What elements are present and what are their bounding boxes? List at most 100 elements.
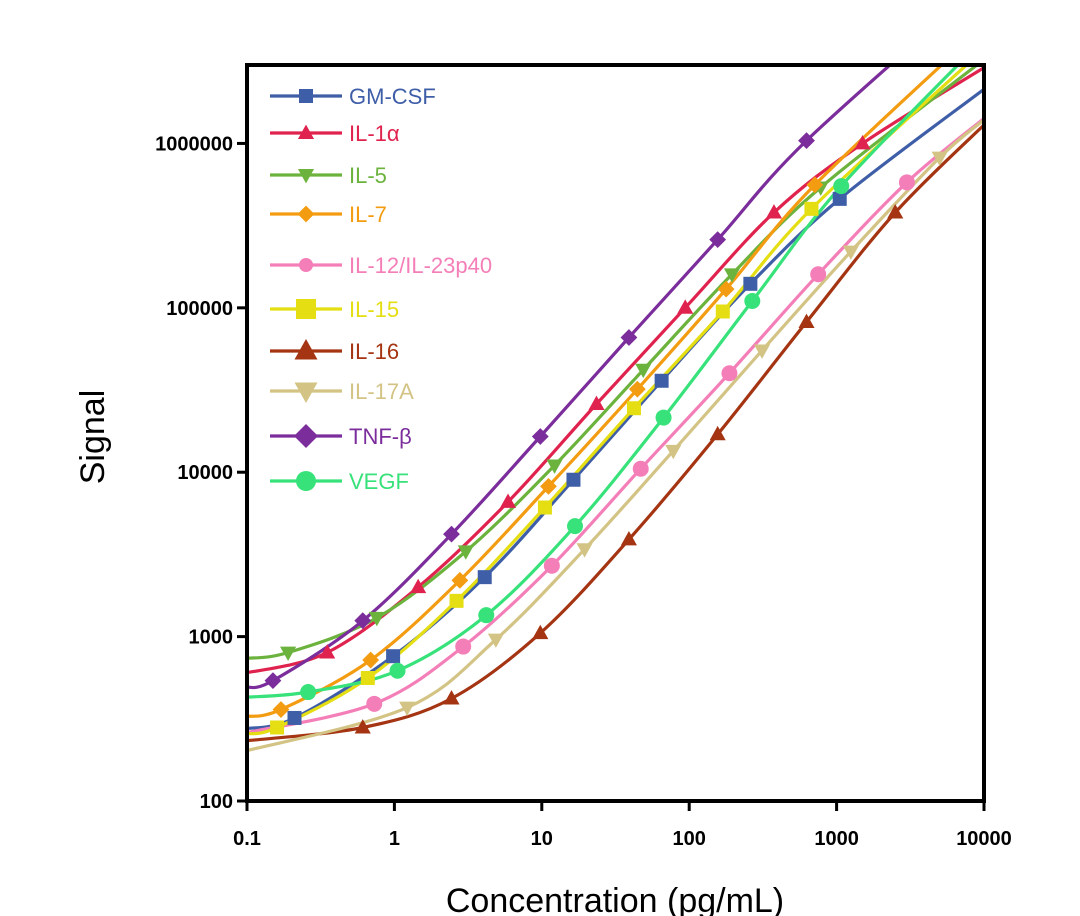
point-il-16-3 [620, 531, 637, 546]
point-vegf-6 [833, 178, 850, 195]
curve-il-17a [247, 117, 984, 753]
curve-il-1 [247, 65, 984, 675]
point-il-7-3 [540, 477, 557, 495]
point-vegf-1 [389, 662, 406, 679]
point-il-15-5 [715, 304, 730, 319]
point-tnf-4 [620, 329, 638, 346]
point-il-1-2 [499, 493, 517, 508]
legend-marker [294, 382, 318, 403]
legend-label: IL-17A [349, 379, 414, 404]
point-il-5-4 [635, 363, 652, 379]
point-il-16-0 [354, 719, 371, 734]
x-tick-label: 0.1 [233, 828, 261, 850]
x-tick-label: 10000 [956, 828, 1012, 850]
point-il-16-5 [798, 313, 815, 328]
point-il-17a-6 [931, 151, 948, 167]
point-il-17a-4 [753, 344, 771, 359]
x-tick-label: 1000 [814, 828, 859, 850]
point-il-12-il-23p40-6 [898, 174, 915, 191]
point-il-5-2 [457, 545, 474, 560]
point-il-16-4 [709, 425, 726, 441]
legend-item-vegf: VEGF [270, 469, 409, 494]
legend-label: TNF-β [349, 424, 412, 449]
plot-frame [245, 63, 986, 803]
point-il-15-1 [360, 671, 375, 686]
point-gm-csf-3 [566, 472, 581, 487]
point-tnf-0 [264, 672, 282, 690]
point-tnf-3 [531, 428, 549, 445]
curve-gm-csf [247, 87, 984, 731]
legend-marker [297, 169, 315, 184]
point-gm-csf-0 [287, 710, 302, 725]
point-il-17a-1 [487, 633, 504, 648]
point-tnf-1 [354, 612, 372, 630]
point-il-12-il-23p40-0 [366, 695, 383, 712]
legend-marker [299, 258, 313, 272]
point-gm-csf-5 [743, 276, 758, 291]
legend-item-il-5: IL-5 [270, 163, 387, 188]
point-il-7-0 [272, 701, 290, 718]
point-il-12-il-23p40-5 [810, 266, 827, 283]
legend-label: IL-7 [349, 202, 387, 227]
point-il-7-2 [451, 571, 469, 589]
legend-marker [296, 299, 316, 319]
point-tnf-6 [798, 132, 815, 150]
legend-label: VEGF [349, 469, 409, 494]
y-tick-label: 1000000 [155, 133, 233, 155]
y-axis-title: Signal [74, 390, 112, 485]
point-il-16-6 [887, 204, 904, 219]
point-il-15-2 [449, 593, 464, 608]
legend-item-il-16: IL-16 [270, 339, 399, 364]
y-tick-label: 1000 [189, 627, 234, 649]
point-il-1-6 [854, 135, 871, 150]
point-il-7-4 [628, 380, 646, 398]
point-il-16-1 [443, 690, 460, 705]
point-vegf-4 [655, 409, 672, 426]
y-axis: 100 1000 10000 100000 1000000 [155, 133, 247, 813]
y-tick-label: 100000 [166, 298, 233, 320]
point-il-5-3 [546, 459, 563, 474]
legend-item-gm-csf: GM-CSF [270, 84, 436, 109]
legend-label: IL-16 [349, 339, 399, 364]
legend-marker [297, 205, 315, 223]
point-il-16-2 [532, 624, 549, 640]
point-vegf-5 [744, 293, 761, 310]
legend-label: IL-15 [349, 297, 399, 322]
y-tick-label: 10000 [177, 462, 233, 484]
point-gm-csf-1 [386, 649, 401, 664]
series-markers [264, 132, 948, 735]
point-il-15-0 [270, 720, 285, 735]
legend-label: IL-5 [349, 163, 387, 188]
curve-il-16 [247, 122, 984, 743]
series-curves [247, 65, 984, 753]
point-il-15-3 [537, 500, 552, 515]
x-tick-label: 10 [531, 828, 553, 850]
legend-marker [294, 339, 318, 360]
point-il-17a-2 [576, 543, 593, 558]
point-il-1-3 [588, 395, 605, 410]
point-il-1-5 [765, 204, 783, 219]
point-vegf-3 [567, 518, 584, 535]
legend-item-tnf: TNF-β [270, 424, 412, 449]
point-il-1-1 [410, 578, 427, 594]
legend: GM-CSF IL-1α IL-5 IL-7 IL-12/IL-23p40 IL-15 IL… [270, 84, 492, 494]
legend-item-il-7: IL-7 [270, 202, 387, 227]
point-il-17a-0 [399, 701, 416, 716]
point-il-5-0 [280, 646, 297, 661]
point-tnf-2 [443, 525, 460, 543]
point-il-12-il-23p40-1 [455, 638, 472, 655]
legend-item-il-12-il-23p40: IL-12/IL-23p40 [270, 253, 492, 278]
legend-label: IL-12/IL-23p40 [349, 253, 492, 278]
legend-marker [294, 424, 318, 448]
legend-marker [296, 471, 316, 491]
point-gm-csf-2 [477, 570, 492, 585]
legend-marker [299, 89, 313, 103]
x-axis-title: Concentration (pg/mL) [446, 882, 784, 916]
point-il-5-5 [723, 268, 741, 283]
point-il-5-1 [368, 611, 385, 627]
legend-item-il-17a: IL-17A [270, 379, 414, 404]
x-tick-label: 1 [389, 828, 400, 850]
point-il-17a-3 [665, 444, 682, 460]
point-il-12-il-23p40-3 [632, 460, 649, 477]
